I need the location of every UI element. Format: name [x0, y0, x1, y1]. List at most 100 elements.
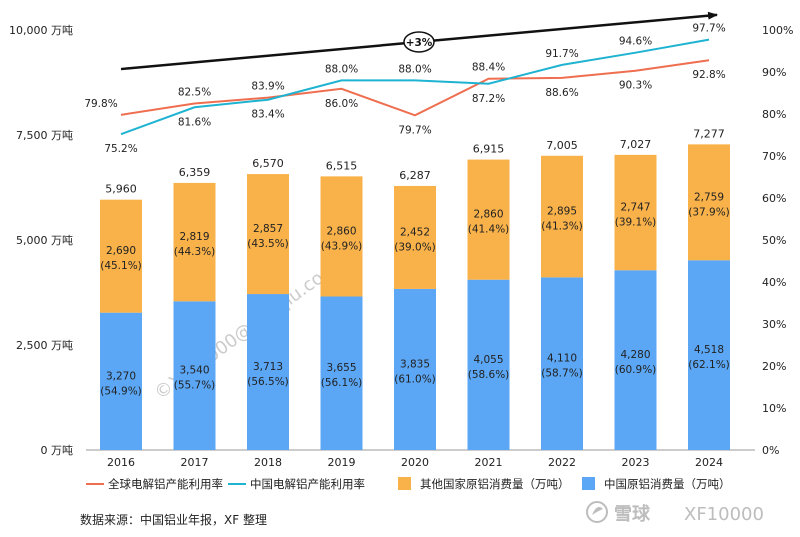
- legend-global-utilization-text: 全球电解铝产能利用率: [108, 477, 223, 491]
- line-china-label: 87.2%: [472, 93, 505, 105]
- bar-china: [614, 270, 657, 450]
- right-tick-label: 40%: [762, 276, 786, 289]
- bar-china: [100, 312, 142, 450]
- bar-total-label: 7,277: [693, 127, 725, 140]
- line-global-label: 90.3%: [619, 80, 652, 92]
- x-tick-label: 2022: [548, 456, 576, 469]
- right-tick-label: 60%: [762, 192, 786, 205]
- right-tick-label: 90%: [762, 66, 786, 79]
- bar-total-label: 6,515: [326, 159, 358, 172]
- bar-other-value-label: 2,860: [326, 225, 356, 237]
- bar-china-share-label: (62.1%): [688, 359, 730, 371]
- right-axis: 0% 10% 20% 30% 40% 50% 60% 70% 80% 90% 100%: [762, 24, 793, 457]
- bar-other-value-label: 2,895: [547, 206, 577, 218]
- bar-other-countries: [320, 176, 363, 297]
- bar-other-countries: [541, 155, 583, 278]
- legend-china-consumption-swatch: [582, 477, 595, 490]
- line-global-label: 88.6%: [545, 87, 578, 99]
- left-tick-label: 5,000 万吨: [16, 234, 73, 247]
- growth-label: +3%: [406, 37, 433, 49]
- bar-total-label: 6,570: [252, 157, 284, 170]
- bar-china: [247, 294, 289, 450]
- x-axis: 2016 2017 2018 2019 2020 2021 2022 2023 2024: [107, 456, 723, 469]
- left-tick-label: 2,500 万吨: [16, 339, 73, 352]
- line-china-label: 88.0%: [325, 63, 358, 75]
- bar-china-value-label: 3,540: [179, 365, 209, 377]
- bar-other-share-label: (39.1%): [615, 217, 657, 229]
- bar-other-value-label: 2,857: [253, 223, 283, 235]
- bar-total-label: 7,005: [546, 139, 578, 152]
- x-tick-label: 2019: [328, 456, 356, 469]
- line-china-label: 75.2%: [104, 143, 137, 155]
- right-tick-label: 100%: [762, 24, 793, 37]
- legend: 全球电解铝产能利用率 中国电解铝产能利用率 其他国家原铝消费量（万吨） 中国原铝消费量…: [86, 477, 731, 491]
- bar-china-share-label: (56.1%): [321, 377, 363, 389]
- legend-other-consumption-text: 其他国家原铝消费量（万吨）: [420, 477, 570, 491]
- right-tick-label: 70%: [762, 150, 786, 163]
- growth-annotation: +3%: [120, 11, 718, 71]
- line-china-label: 97.7%: [692, 23, 725, 35]
- bar-total-label: 6,287: [399, 169, 431, 182]
- legend-china-utilization-text: 中国电解铝产能利用率: [250, 477, 365, 491]
- source-note: 数据来源：中国铝业年报，XF 整理: [80, 512, 267, 527]
- line-global-label: 83.9%: [251, 81, 284, 93]
- bar-total-label: 6,915: [473, 143, 505, 156]
- bar-china: [688, 260, 730, 450]
- right-tick-label: 0%: [762, 444, 779, 457]
- bar-china-value-label: 3,713: [253, 361, 283, 373]
- bar-other-countries: [467, 159, 510, 280]
- bar-other-share-label: (39.0%): [394, 241, 436, 253]
- line-global-label: 88.4%: [472, 62, 505, 74]
- bar-other-countries: [173, 182, 216, 302]
- x-tick-label: 2024: [695, 456, 723, 469]
- bar-china-share-label: (54.9%): [100, 385, 142, 397]
- bar-china: [394, 288, 436, 450]
- bar-other-value-label: 2,452: [400, 226, 430, 238]
- right-tick-label: 30%: [762, 318, 786, 331]
- bar-china-value-label: 3,655: [326, 362, 356, 374]
- bar-china-value-label: 4,280: [620, 349, 650, 361]
- x-tick-label: 2017: [181, 456, 209, 469]
- bar-other-countries: [688, 144, 730, 261]
- bar-china: [541, 277, 583, 450]
- line-china-label: 88.0%: [398, 63, 431, 75]
- line-global-label: 86.0%: [325, 98, 358, 110]
- brand-handle: XF10000: [684, 504, 764, 525]
- bar-other-value-label: 2,759: [694, 191, 724, 203]
- x-tick-label: 2021: [475, 456, 503, 469]
- bar-china-share-label: (58.6%): [468, 369, 510, 381]
- bar-total-label: 5,960: [105, 183, 137, 196]
- bar-china-value-label: 3,270: [106, 370, 136, 382]
- bar-other-countries: [247, 174, 289, 295]
- bar-china: [467, 279, 510, 450]
- bar-china: [173, 301, 216, 450]
- bar-other-value-label: 2,860: [473, 209, 503, 221]
- line-china-label: 81.6%: [178, 116, 211, 128]
- line-china-label: 83.4%: [251, 109, 284, 121]
- right-tick-label: 50%: [762, 234, 786, 247]
- bar-other-share-label: (41.3%): [541, 221, 583, 233]
- bar-total-label: 7,027: [620, 138, 652, 151]
- bar-china-share-label: (56.5%): [247, 376, 289, 388]
- line-china-label: 94.6%: [619, 36, 652, 48]
- bar-other-countries: [100, 199, 142, 313]
- x-tick-label: 2016: [107, 456, 135, 469]
- growth-badge: [403, 31, 435, 53]
- line-global-label: 92.8%: [692, 69, 725, 81]
- bar-china-share-label: (61.0%): [394, 373, 436, 385]
- left-tick-label: 0 万吨: [41, 444, 74, 457]
- legend-china-consumption-text: 中国原铝消费量（万吨）: [604, 477, 731, 491]
- bar-other-share-label: (41.4%): [468, 224, 510, 236]
- x-tick-label: 2023: [622, 456, 650, 469]
- line-china-utilization: [120, 38, 710, 136]
- bar-label-group: 3,270 (54.9%) 2,690 (45.1%) 5,960 3,540 (55.7%…: [100, 127, 730, 397]
- bar-other-countries: [614, 154, 657, 271]
- bar-other-share-label: (43.5%): [247, 238, 289, 250]
- snowball-logo-icon: [586, 501, 608, 523]
- bar-other-countries: [394, 185, 436, 289]
- bar-china: [320, 296, 363, 450]
- bar-china-value-label: 4,055: [473, 354, 503, 366]
- right-tick-label: 20%: [762, 360, 786, 373]
- left-tick-label: 10,000 万吨: [9, 24, 73, 37]
- bar-china-share-label: (58.7%): [541, 368, 583, 380]
